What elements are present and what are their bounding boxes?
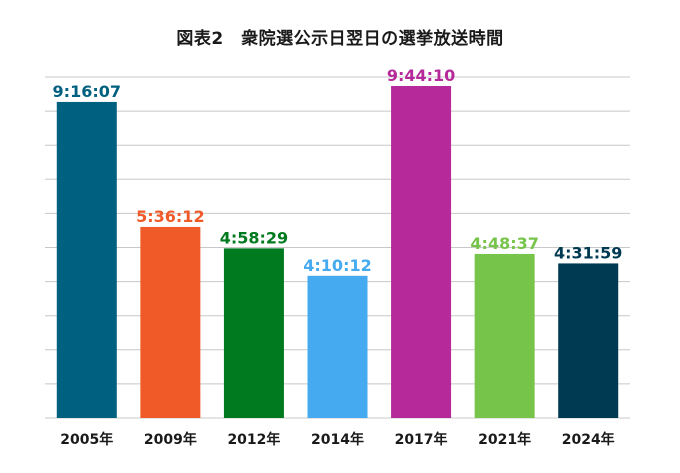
category-label-6: 2024年 <box>562 431 615 448</box>
bar-1 <box>140 226 201 418</box>
value-label-1: 5:36:12 <box>136 207 204 226</box>
value-label-4: 9:44:10 <box>387 66 455 85</box>
chart-title: 図表2 衆院選公示日翌日の選挙放送時間 <box>176 29 504 49</box>
value-label-0: 9:16:07 <box>53 82 121 101</box>
value-label-3: 4:10:12 <box>303 256 371 275</box>
bars <box>56 85 619 419</box>
category-label-1: 2009年 <box>144 431 197 448</box>
value-label-2: 4:58:29 <box>220 228 288 247</box>
category-label-5: 2021年 <box>478 431 531 448</box>
category-label-0: 2005年 <box>60 431 113 448</box>
category-label-3: 2014年 <box>311 431 364 448</box>
bar-2 <box>223 248 284 418</box>
bar-4 <box>391 85 452 418</box>
value-label-6: 4:31:59 <box>554 243 622 262</box>
bar-3 <box>307 275 368 418</box>
bar-0 <box>56 101 117 419</box>
bar-6 <box>558 263 619 418</box>
bar-5 <box>474 253 535 418</box>
value-label-5: 4:48:37 <box>470 234 538 253</box>
category-label-2: 2012年 <box>227 431 280 448</box>
category-label-4: 2017年 <box>395 431 448 448</box>
value-labels: 9:16:07 5:36:12 4:58:29 4:10:12 9:44:10 4:48:… <box>53 66 623 275</box>
category-labels: 2005年 2009年 2012年 2014年 2017年 2021年 2024年 <box>60 431 614 448</box>
